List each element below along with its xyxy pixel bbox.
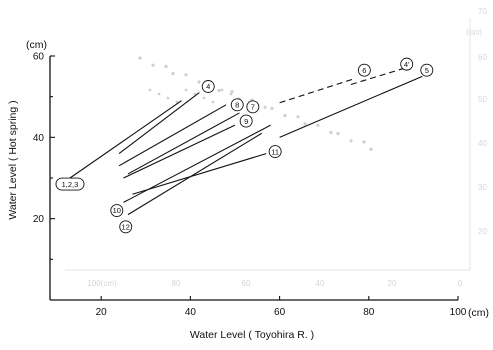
- series-line-8: [118, 104, 227, 167]
- series-label-text: 4': [404, 60, 410, 69]
- series-label-11: 11: [268, 145, 282, 159]
- ghost-dot: [157, 92, 161, 96]
- series-label-6: 6: [357, 63, 371, 77]
- ghost-bottom-tick: 40: [316, 279, 325, 288]
- ghost-dot: [148, 88, 152, 92]
- series-line-6: [279, 77, 356, 104]
- series-line-123: [69, 100, 182, 179]
- series-label-text: 6: [362, 66, 366, 75]
- ghost-dot: [184, 73, 188, 77]
- ghost-dot: [138, 56, 142, 60]
- series-line-5: [279, 75, 423, 138]
- series-label-text: 7: [251, 103, 255, 112]
- ghost-right-tick: 60: [478, 53, 487, 62]
- x-tick-label: 20: [96, 307, 108, 318]
- ghost-dot: [229, 92, 233, 96]
- series-label-12: 12: [119, 220, 133, 234]
- ghost-dot: [166, 96, 170, 100]
- series-label-text: 11: [271, 147, 279, 156]
- ghost-dot: [220, 88, 224, 92]
- series-label-9: 9: [239, 114, 253, 128]
- ghost-right-tick: 70: [478, 7, 487, 16]
- ghost-dot: [369, 147, 373, 151]
- series-line-7: [127, 112, 240, 175]
- series-label-4: 4': [400, 57, 414, 71]
- ghost-dot: [164, 64, 168, 68]
- ghost-dot: [230, 90, 234, 94]
- ghost-dot: [336, 132, 340, 136]
- y-tick-label: 40: [33, 133, 45, 144]
- ghost-dot: [171, 72, 175, 76]
- ghost-dot: [263, 105, 267, 109]
- ghost-bottom-tick: 0: [458, 279, 463, 288]
- ghost-bottom-tick: 80: [172, 279, 181, 288]
- series-label-5: 5: [420, 63, 434, 77]
- series-label-4: 4: [201, 80, 215, 93]
- ghost-dot: [296, 115, 300, 119]
- ghost-dot: [184, 88, 188, 92]
- series-label-text: 10: [113, 206, 121, 215]
- x-tick-label: 60: [274, 307, 286, 318]
- ghost-bottom-tick: 60: [242, 279, 251, 288]
- series-label-8: 8: [230, 98, 244, 112]
- ghost-dot: [151, 63, 155, 67]
- ghost-right-tick: 20: [478, 227, 487, 236]
- ghost-dot: [197, 80, 201, 84]
- series-label-text: 5: [425, 66, 429, 75]
- series-line-12: [127, 132, 263, 216]
- x-tick-label: 40: [185, 307, 197, 318]
- ghost-dot: [303, 122, 307, 126]
- series-line-9: [123, 124, 236, 179]
- y-axis-unit: (cm): [26, 39, 47, 51]
- x-axis-unit: (cm): [468, 307, 489, 319]
- series-label-10: 10: [110, 204, 124, 217]
- x-tick-label: 100: [450, 307, 467, 318]
- series-label-text: 1,2,3: [62, 180, 79, 189]
- x-tick-label: 80: [363, 307, 375, 318]
- series-lines: [69, 67, 423, 216]
- series-label-7: 7: [246, 100, 260, 114]
- x-axis-label: Water Level ( Toyohira R. ): [190, 329, 314, 341]
- ghost-right-tick: 50: [478, 95, 487, 104]
- series-label-text: 12: [122, 223, 130, 232]
- ghost-right-tick: 30: [478, 183, 487, 192]
- series-line-11: [132, 153, 267, 195]
- ghost-dot: [349, 139, 353, 143]
- y-tick-label: 20: [33, 214, 45, 225]
- ghost-bottom-tick: 100(cm): [87, 279, 117, 288]
- ghost-right-tick: 40: [478, 139, 487, 148]
- ghost-dot: [270, 106, 274, 110]
- series-label-text: 8: [235, 101, 239, 110]
- ghost-dot: [362, 140, 366, 144]
- ghost-dot: [211, 100, 215, 104]
- y-tick-label: 60: [33, 52, 45, 63]
- series-label-123: 1,2,3: [55, 177, 85, 191]
- ghost-axis-unit: (cm): [466, 28, 482, 37]
- series-line-10: [123, 124, 271, 203]
- ghost-dot: [202, 96, 206, 100]
- ghost-dot: [316, 123, 320, 127]
- axis-ticks: [50, 55, 459, 300]
- y-axis-label: Water Level ( Hot spring ): [7, 100, 19, 219]
- ghost-bottom-tick: 20: [388, 279, 397, 288]
- ghost-dot: [283, 114, 287, 118]
- series-line-4: [118, 92, 200, 155]
- series-label-text: 9: [244, 117, 248, 126]
- ghost-dot: [217, 88, 221, 92]
- series-label-text: 4: [206, 82, 210, 91]
- ghost-dot: [329, 130, 333, 134]
